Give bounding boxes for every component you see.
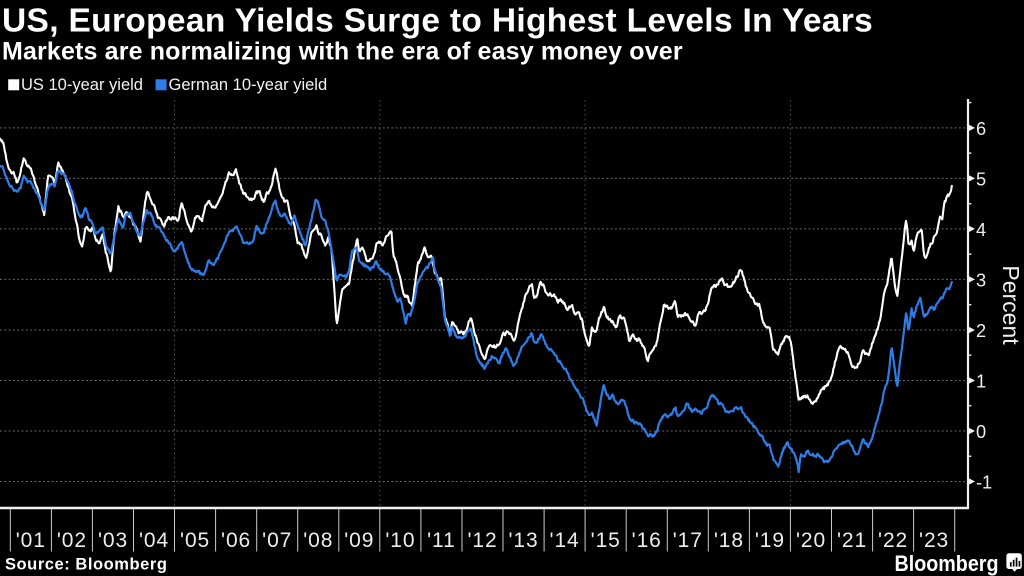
svg-text:'20: '20	[796, 529, 826, 552]
svg-text:2: 2	[976, 321, 986, 341]
svg-text:'08: '08	[303, 529, 333, 552]
svg-text:'23: '23	[919, 529, 949, 552]
svg-text:3: 3	[976, 271, 986, 291]
svg-text:6: 6	[976, 119, 986, 139]
svg-text:'04: '04	[139, 529, 169, 552]
svg-text:'22: '22	[878, 529, 908, 552]
svg-text:US, European Yields Surge to H: US, European Yields Surge to Highest Lev…	[2, 3, 873, 40]
svg-text:'12: '12	[467, 529, 497, 552]
svg-text:'05: '05	[180, 529, 210, 552]
svg-text:4: 4	[976, 220, 986, 240]
svg-text:5: 5	[976, 170, 986, 190]
svg-text:'02: '02	[57, 529, 87, 552]
svg-text:Bloomberg: Bloomberg	[895, 552, 999, 576]
svg-text:'15: '15	[591, 529, 621, 552]
svg-text:'17: '17	[673, 529, 703, 552]
svg-text:'13: '13	[508, 529, 538, 552]
svg-text:1: 1	[976, 372, 986, 392]
svg-text:'18: '18	[714, 529, 744, 552]
svg-text:'19: '19	[755, 529, 785, 552]
svg-text:'14: '14	[550, 529, 580, 552]
svg-text:'16: '16	[632, 529, 662, 552]
svg-text:'03: '03	[98, 529, 128, 552]
svg-text:German 10-year yield: German 10-year yield	[169, 76, 328, 94]
svg-text:'21: '21	[837, 529, 867, 552]
svg-text:Percent: Percent	[998, 265, 1024, 345]
svg-text:0: 0	[976, 422, 986, 442]
svg-text:Source: Bloomberg: Source: Bloomberg	[5, 556, 167, 574]
svg-text:-1: -1	[976, 473, 992, 493]
svg-text:Markets are normalizing with t: Markets are normalizing with the era of …	[2, 38, 683, 66]
svg-text:'06: '06	[221, 529, 251, 552]
svg-text:'10: '10	[385, 529, 415, 552]
svg-text:'09: '09	[344, 529, 374, 552]
svg-text:'01: '01	[16, 529, 46, 552]
svg-text:'11: '11	[427, 529, 456, 552]
svg-text:US 10-year yield: US 10-year yield	[21, 76, 143, 94]
svg-text:'07: '07	[262, 529, 292, 552]
